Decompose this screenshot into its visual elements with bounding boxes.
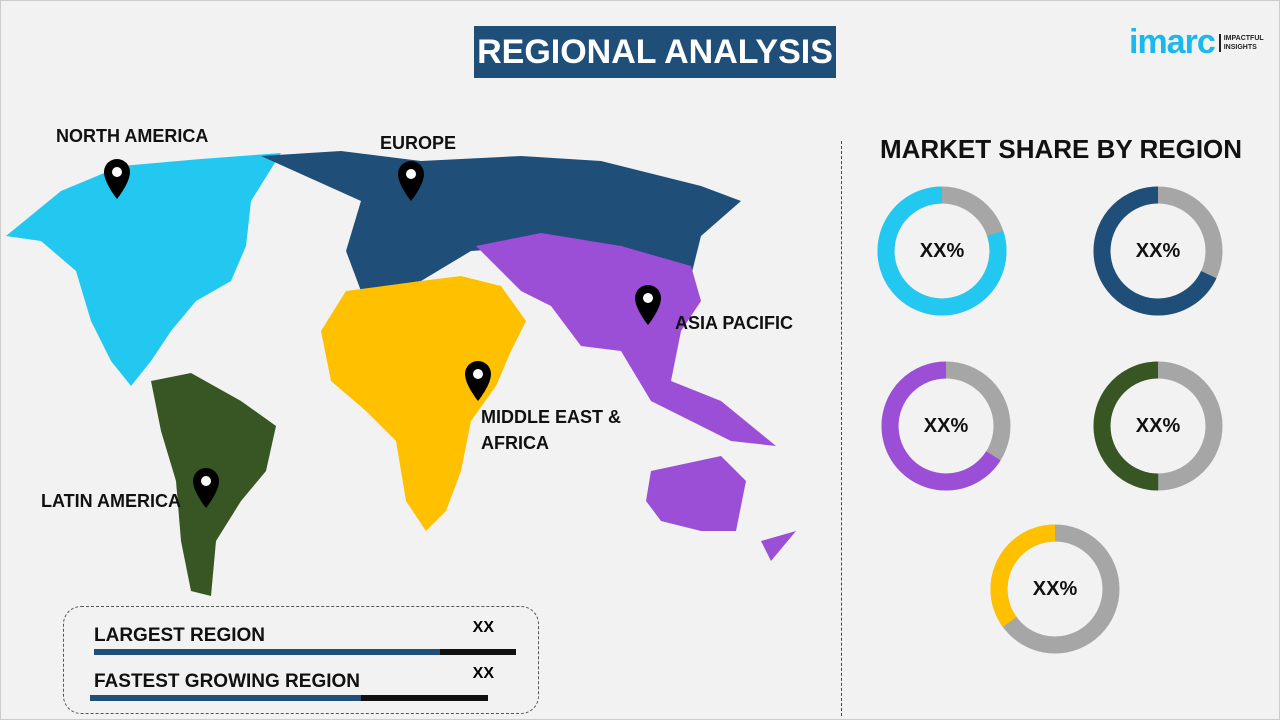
donut-mea: XX% [990,524,1120,654]
north-america-label: NORTH AMERICA [56,126,209,146]
donut-share [881,361,1011,491]
donut-share [1093,186,1223,316]
donut-share [877,186,1007,316]
largest-region-bar [94,649,516,655]
fastest-growing-bar [90,695,488,701]
asia-pacific-pin-icon [635,285,661,325]
divider [841,141,842,716]
world-map [6,151,796,596]
mea-pin-icon [465,361,491,401]
north-america-pin-icon [104,159,130,199]
middle-east-africa-region [321,276,526,531]
mea-label: MIDDLE EAST & AFRICA [481,407,622,453]
asia-pacific-label: ASIA PACIFIC [675,313,794,333]
market-share-title: MARKET SHARE BY REGION [879,134,1243,164]
latin-america-label: LATIN AMERICA [41,491,181,511]
europe-label: EUROPE [380,133,457,153]
asia-pacific-region [476,233,796,561]
north-america-region [6,153,281,386]
donut-share [1093,361,1223,491]
donut-north-america: XX% [877,186,1007,316]
donut-latin-america: XX% [1093,361,1223,491]
fastest-growing-row: FASTEST GROWING REGION XX [90,665,494,701]
bar-fill [94,649,441,655]
summary-box: LARGEST REGION XX FASTEST GROWING REGION… [63,606,539,714]
page-title: REGIONAL ANALYSIS [474,26,836,78]
largest-region-row: LARGEST REGION XX [94,619,516,655]
imarc-logo: imarc IMPACTFUL INSIGHTS [1129,23,1264,61]
latin-america-pin-icon [193,468,219,508]
donut-asia-pacific: XX% [881,361,1011,491]
donut-europe: XX% [1093,186,1223,316]
europe-pin-icon [398,161,424,201]
bar-fill [90,695,361,701]
donut-share [990,524,1120,654]
